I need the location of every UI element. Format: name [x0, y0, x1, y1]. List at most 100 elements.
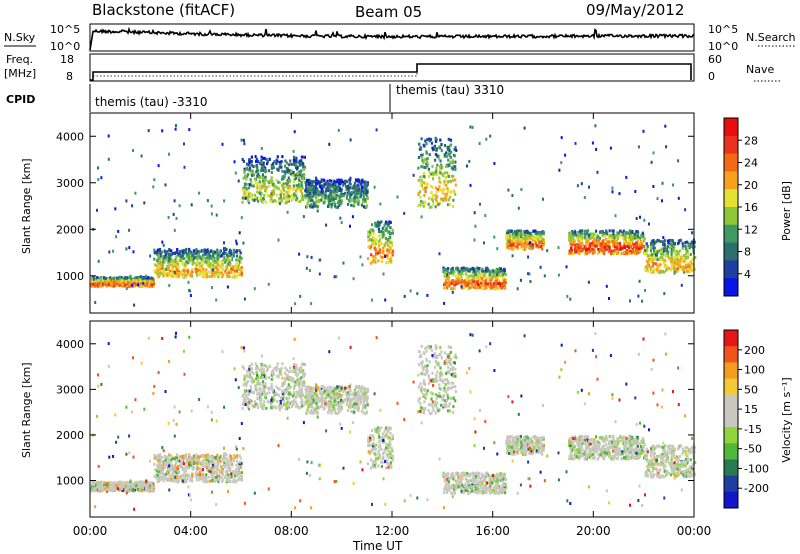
power-cell — [308, 269, 311, 272]
velocity-cell — [212, 468, 215, 472]
velocity-cell — [120, 483, 123, 487]
power-cell — [322, 184, 326, 188]
power-cell — [455, 267, 458, 271]
power-cell — [666, 254, 669, 258]
power-cell — [508, 233, 512, 237]
power-cell — [226, 254, 229, 258]
velocity-cell — [103, 484, 106, 488]
velocity-cell — [229, 466, 232, 470]
power-cell — [475, 280, 478, 284]
power-cell — [189, 255, 192, 259]
power-cell — [353, 188, 356, 192]
velocity-scatter — [90, 331, 697, 511]
power-cell — [422, 161, 425, 165]
power-cell — [539, 240, 542, 244]
power-cell — [439, 171, 442, 175]
power-cell — [383, 243, 386, 247]
velocity-cell — [301, 392, 304, 396]
power-cell — [191, 262, 194, 266]
power-cell — [508, 239, 511, 243]
velocity-cell — [114, 488, 117, 492]
velocity-cell — [265, 406, 268, 410]
power-cell — [320, 197, 323, 201]
power-cell — [125, 287, 128, 290]
power-cell — [314, 184, 317, 188]
power-cell — [170, 252, 173, 256]
power-cell — [384, 298, 387, 302]
power-cell — [158, 267, 161, 271]
power-cell — [381, 246, 385, 250]
power-cell — [689, 266, 692, 270]
power-cell — [382, 250, 385, 254]
power-cell — [277, 168, 280, 172]
power-cell — [658, 249, 661, 253]
power-cell — [178, 204, 181, 208]
power-cell — [647, 260, 650, 264]
power-cell — [631, 230, 634, 234]
power-cell — [295, 198, 298, 202]
velocity-cell — [158, 460, 161, 464]
power-cell — [261, 196, 265, 200]
power-cell — [218, 264, 221, 268]
power-cell — [203, 253, 206, 256]
power-cell — [281, 155, 284, 159]
velocity-cell — [221, 472, 224, 476]
power-cell — [365, 204, 369, 208]
velocity-cell — [271, 386, 274, 390]
velocity-cell — [200, 477, 203, 481]
power-cell — [443, 153, 446, 157]
velocity-cell — [303, 372, 306, 376]
velocity-cell — [221, 479, 224, 483]
power-cell — [196, 261, 199, 265]
power-cell — [635, 217, 638, 220]
power-cell — [352, 196, 355, 200]
power-cell — [307, 187, 310, 191]
power-cell — [575, 245, 578, 249]
velocity-cell — [201, 463, 204, 467]
power-cell — [458, 269, 461, 273]
power-cell — [167, 265, 170, 269]
power-cell — [298, 159, 301, 163]
power-cell — [691, 231, 694, 235]
power-cell — [488, 273, 491, 277]
power-cell — [275, 178, 278, 182]
power-cell — [333, 179, 336, 183]
power-cell — [617, 245, 621, 248]
power-cell — [371, 298, 373, 302]
velocity-cell — [174, 470, 177, 474]
power-cell — [258, 161, 261, 165]
power-cell — [453, 270, 456, 274]
power-cell — [531, 243, 534, 247]
power-cell — [281, 177, 284, 181]
velocity-cell — [163, 475, 166, 479]
power-cell — [169, 257, 172, 261]
power-cell — [642, 239, 646, 243]
power-cell — [602, 239, 605, 243]
power-cell — [422, 158, 425, 162]
power-cell — [195, 267, 198, 271]
power-cell — [216, 256, 219, 260]
power-cell — [375, 128, 378, 132]
power-cell — [685, 263, 688, 267]
power-cell — [649, 254, 652, 257]
power-cell — [347, 184, 350, 188]
power-cell — [445, 154, 448, 158]
power-cell — [112, 281, 115, 284]
power-cell — [389, 226, 392, 230]
power-cell — [218, 251, 221, 255]
power-cell — [499, 273, 502, 277]
velocity-cell — [195, 475, 198, 479]
power-cell — [611, 190, 614, 194]
power-cell — [153, 251, 156, 255]
power-cell — [315, 182, 317, 186]
power-cell — [180, 254, 183, 258]
velocity-cell — [278, 403, 281, 407]
power-cell — [97, 259, 100, 263]
power-cell — [323, 200, 326, 204]
power-cell — [377, 259, 380, 263]
power-cell — [605, 284, 608, 288]
power-cell — [227, 262, 230, 266]
power-cell — [100, 283, 103, 286]
power-cell — [445, 165, 448, 169]
power-cell — [471, 274, 474, 278]
